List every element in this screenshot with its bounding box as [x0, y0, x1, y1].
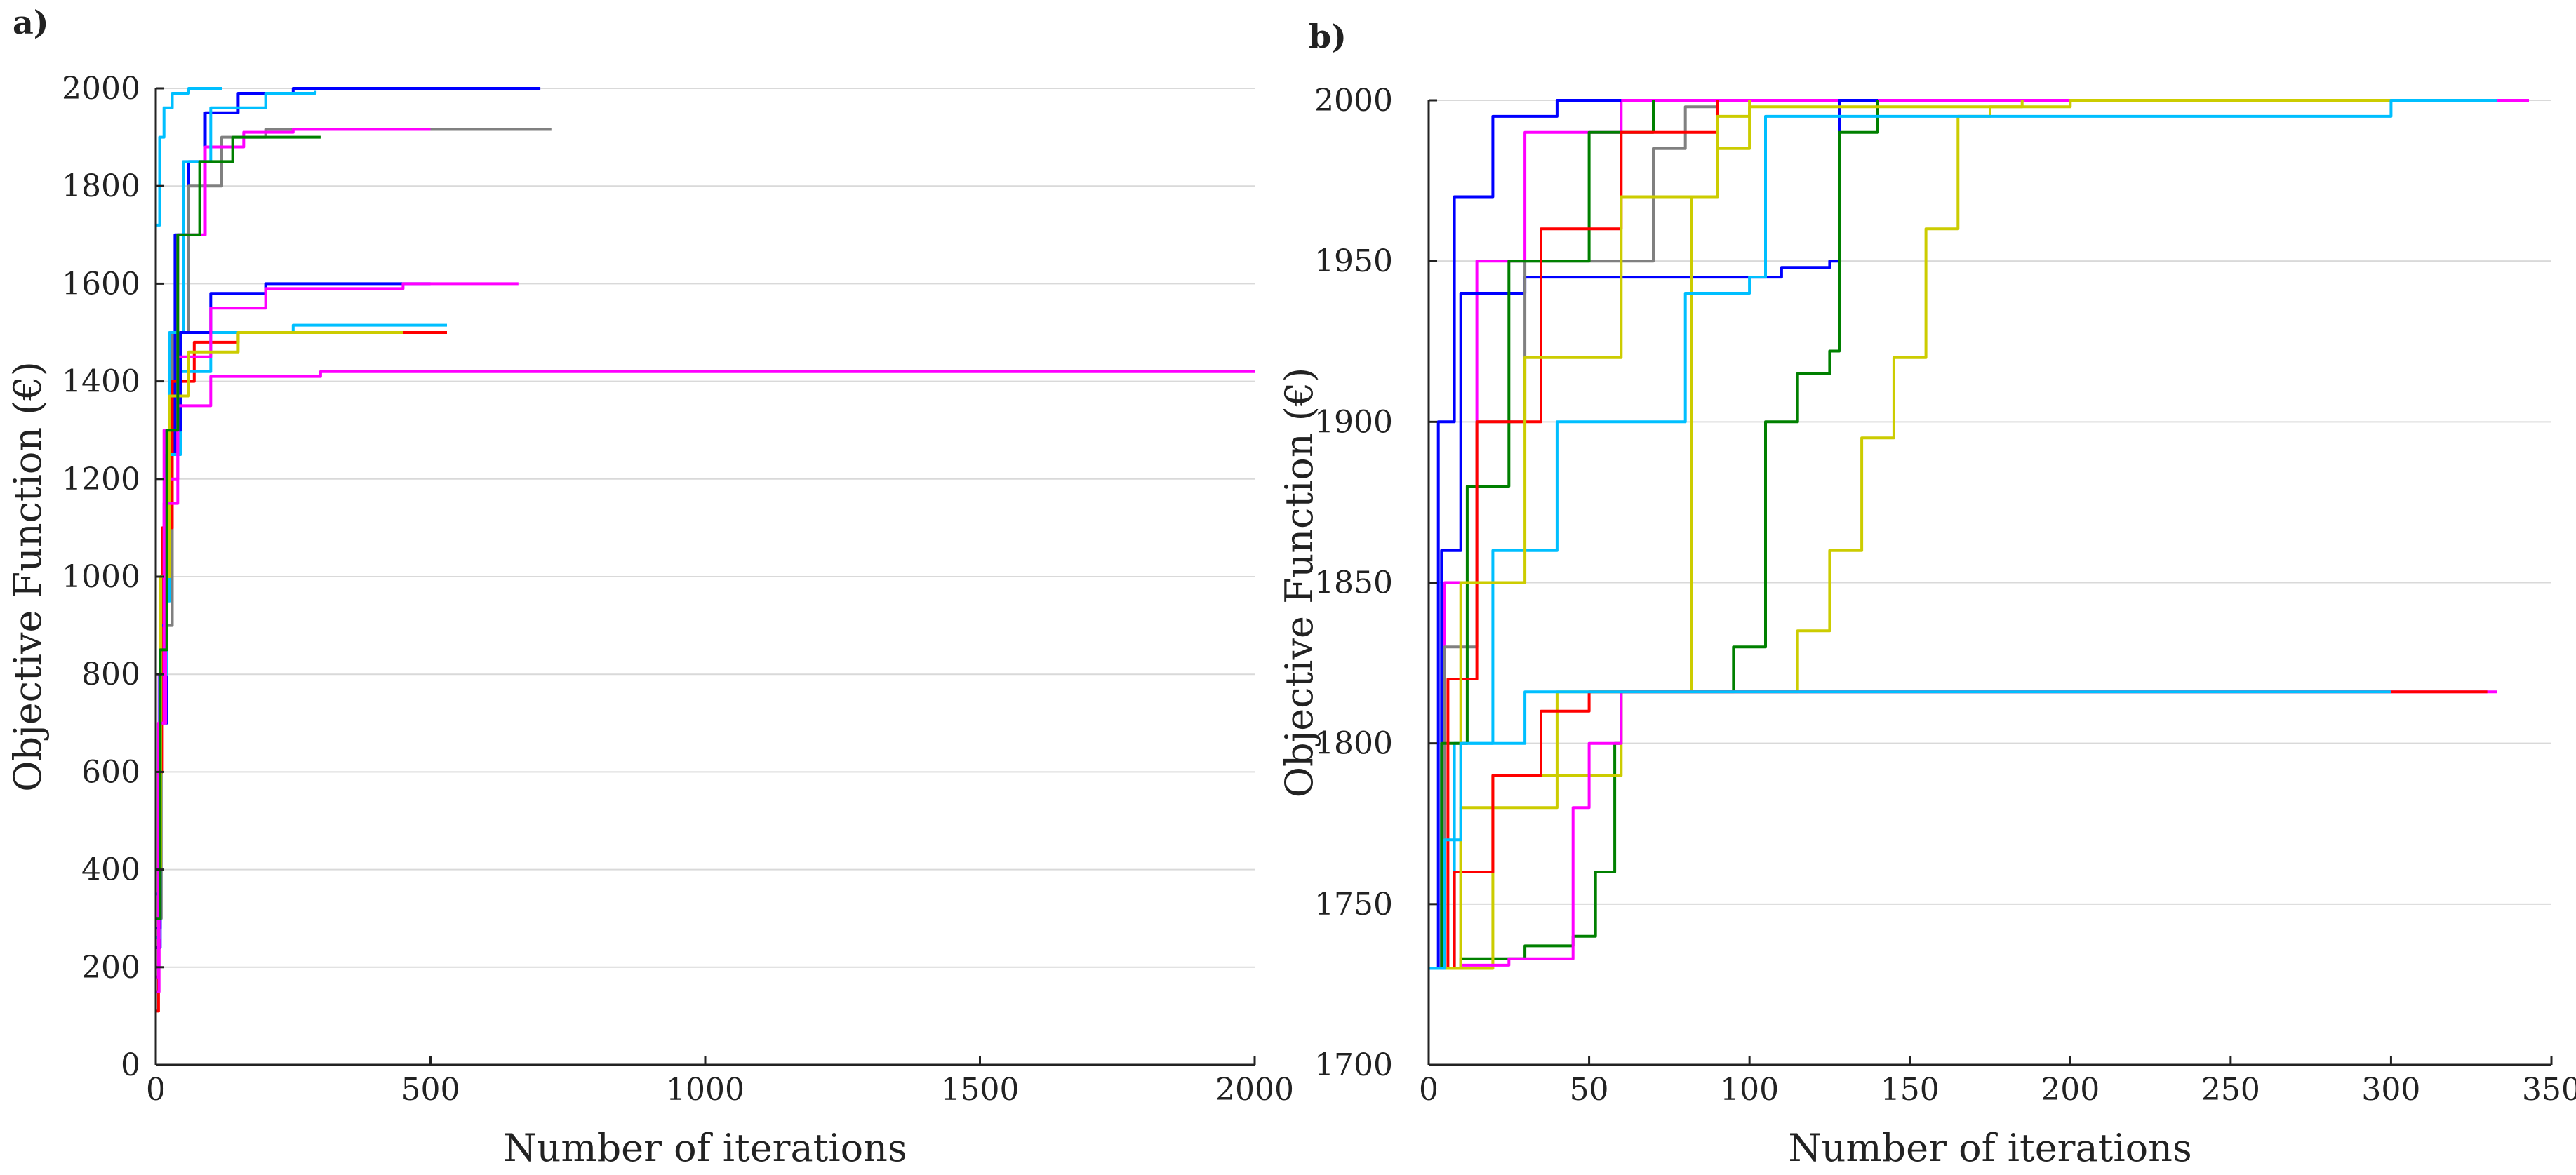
series-line-b-10: [1429, 100, 1655, 970]
x-tick-label-b-7: 350: [2522, 1072, 2576, 1108]
y-tick-label-a-7: 1400: [62, 364, 140, 400]
y-tick-label-a-6: 1200: [62, 462, 140, 497]
y-tick-label-b-0: 1700: [1314, 1047, 1393, 1083]
x-tick-label-a-4: 2000: [1215, 1072, 1294, 1108]
x-tick-label-b-3: 150: [1881, 1072, 1940, 1108]
series-line-a-10: [156, 135, 321, 920]
x-tick-label-b-5: 250: [2201, 1072, 2260, 1108]
x-tick-label-b-0: 0: [1419, 1072, 1439, 1108]
x-tick-label-a-0: 0: [146, 1072, 166, 1108]
series-line-b-11: [1429, 100, 1719, 970]
x-axis-title-b: Number of iterations: [1788, 1126, 2191, 1170]
x-tick-label-b-2: 100: [1720, 1072, 1779, 1108]
y-tick-label-b-3: 1850: [1314, 565, 1393, 601]
x-tick-label-b-4: 200: [2041, 1072, 2100, 1108]
series-line-b-9: [1429, 99, 1622, 970]
y-tick-label-a-10: 2000: [62, 71, 140, 107]
y-tick-label-b-1: 1750: [1314, 887, 1393, 922]
series-line-a-8: [156, 331, 403, 871]
y-tick-label-a-0: 0: [121, 1047, 140, 1083]
y-tick-label-a-1: 200: [81, 950, 140, 986]
series-line-a-4: [156, 331, 447, 1013]
y-tick-label-b-5: 1950: [1314, 243, 1393, 279]
y-tick-label-b-6: 2000: [1314, 83, 1393, 119]
y-tick-label-a-8: 1600: [62, 266, 140, 302]
y-tick-label-a-5: 1000: [62, 559, 140, 595]
series-line-a-0: [156, 87, 541, 949]
series-line-a-2: [156, 128, 431, 969]
series-line-b-6: [1429, 690, 2497, 970]
series-line-a-6: [156, 282, 431, 930]
series-line-b-12: [1429, 100, 1751, 970]
chart-a: 0 200 400 600 800 1000 1200 1400 1600 1800 2000 0 50…: [6, 71, 1294, 1170]
x-tick-label-a-3: 1500: [941, 1072, 1020, 1108]
series-line-b-13: [1429, 690, 2391, 970]
y-tick-label-a-4: 800: [81, 657, 140, 692]
x-axis-title-a: Number of iterations: [503, 1126, 907, 1170]
panel-label-a: a): [13, 4, 49, 41]
y-tick-label-a-9: 1800: [62, 168, 140, 204]
chart-b: 1700 1750 1800 1850 1900 1950 2000 0 50 100 150 200…: [1277, 83, 2576, 1170]
series-line-b-3: [1429, 100, 2024, 970]
series-group-b: [1429, 99, 2529, 970]
series-line-b-0: [1429, 99, 2529, 970]
series-group-a: [156, 87, 1255, 1013]
y-tick-label-b-4: 1900: [1314, 404, 1393, 440]
series-line-b-7: [1429, 690, 2488, 970]
x-tick-label-b-1: 50: [1570, 1072, 1609, 1108]
panel-label-b: b): [1309, 18, 1347, 55]
x-tick-label-a-1: 500: [401, 1072, 460, 1108]
x-tick-label-a-2: 1000: [666, 1072, 745, 1108]
y-axis-title-a: Objective Function (€): [6, 361, 50, 792]
series-line-a-11: [156, 87, 222, 227]
y-tick-label-a-3: 600: [81, 754, 140, 790]
series-line-a-3: [156, 90, 317, 896]
series-line-a-1: [156, 128, 552, 920]
series-line-a-5: [156, 323, 447, 939]
x-tick-label-b-6: 300: [2361, 1072, 2420, 1108]
y-axis-title-b: Objective Function (€): [1277, 368, 1321, 798]
y-tick-label-b-2: 1800: [1314, 726, 1393, 762]
y-tick-label-a-2: 400: [81, 852, 140, 888]
